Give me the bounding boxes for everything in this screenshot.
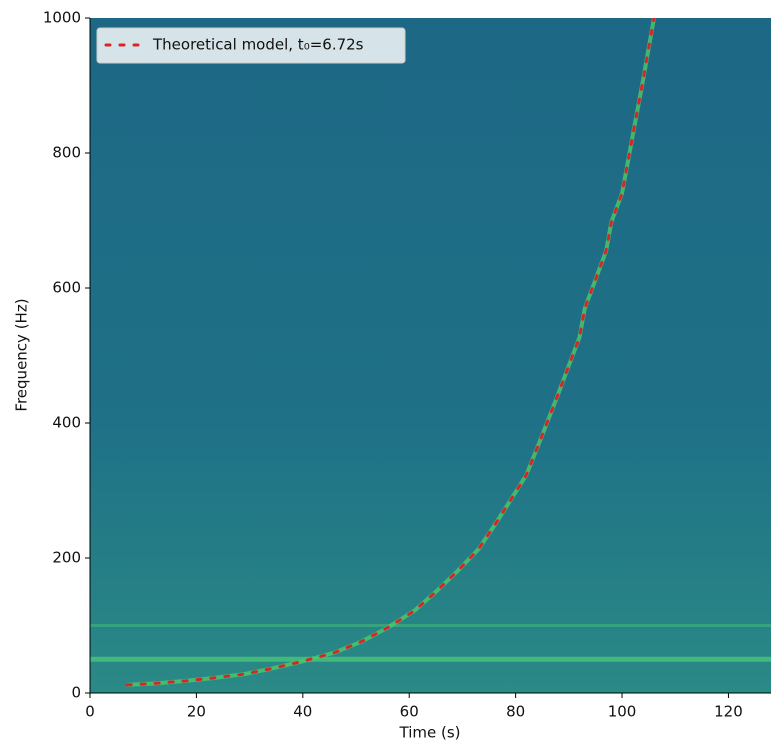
y-tick-label: 800: [52, 144, 81, 162]
x-axis-label: Time (s): [399, 724, 461, 742]
y-tick-label: 200: [52, 549, 81, 567]
y-tick-label: 600: [52, 279, 81, 297]
x-tick-label: 60: [400, 703, 419, 721]
y-axis-label: Frequency (Hz): [13, 298, 31, 411]
y-tick-label: 400: [52, 414, 81, 432]
model-line: [125, 18, 656, 687]
x-tick-label: 100: [608, 703, 637, 721]
x-tick-label: 80: [506, 703, 525, 721]
legend-box: [96, 27, 406, 64]
legend-label: Theoretical model, t₀=6.72s: [152, 36, 364, 54]
x-tick-label: 120: [714, 703, 743, 721]
legend: Theoretical model, t₀=6.72s: [96, 27, 406, 64]
plot-area: [90, 18, 771, 693]
x-tick-label: 20: [187, 703, 206, 721]
x-tick-label: 40: [293, 703, 312, 721]
y-tick-label: 1000: [43, 9, 81, 27]
y-tick-label: 0: [71, 684, 81, 702]
x-tick-label: 0: [85, 703, 95, 721]
